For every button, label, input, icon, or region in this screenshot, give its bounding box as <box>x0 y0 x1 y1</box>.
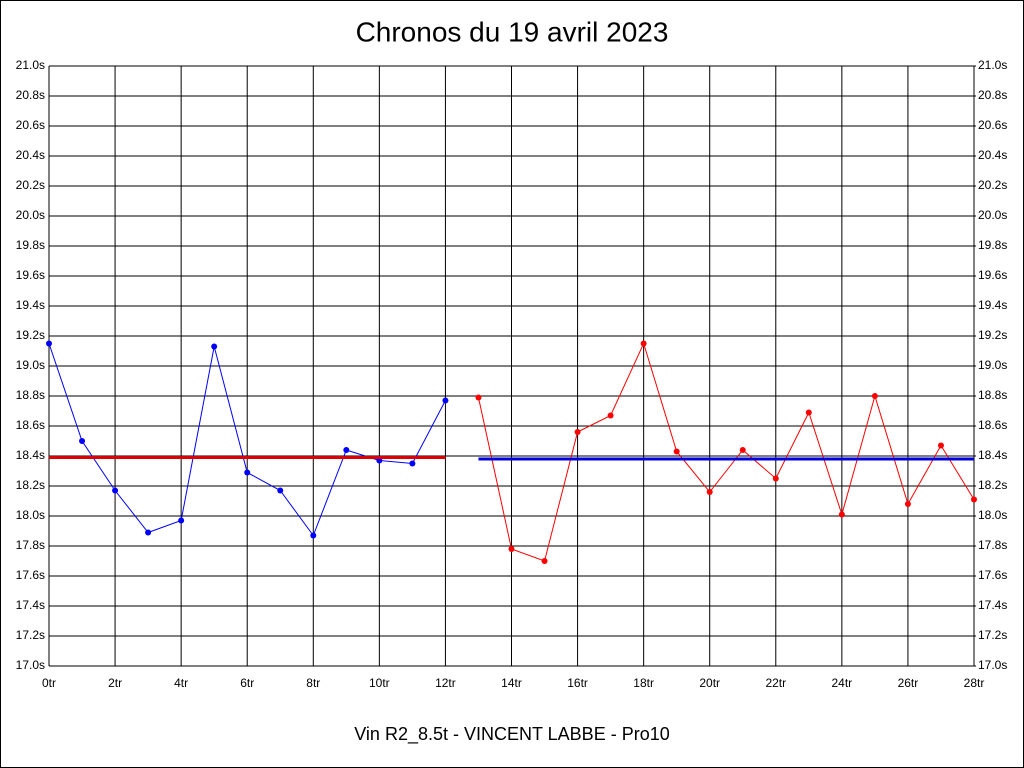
y2-tick-label: 19.4s <box>978 298 1007 312</box>
y2-tick-label: 19.8s <box>978 238 1007 252</box>
y2-tick-label: 18.2s <box>978 478 1007 492</box>
y-tick-label: 17.6s <box>16 568 45 582</box>
y-tick-label: 19.4s <box>16 298 45 312</box>
x-tick-label: 24tr <box>832 676 853 690</box>
y-tick-label: 17.0s <box>16 658 45 672</box>
y-tick-label: 17.4s <box>16 598 45 612</box>
y-tick-label: 18.0s <box>16 508 45 522</box>
point <box>277 487 284 494</box>
point <box>310 532 317 539</box>
y-tick-label: 19.6s <box>16 268 45 282</box>
y-tick-label: 19.8s <box>16 238 45 252</box>
point <box>112 487 119 494</box>
y-tick-label: 18.6s <box>16 418 45 432</box>
y-tick-label: 19.0s <box>16 358 45 372</box>
point <box>937 442 944 449</box>
point <box>343 447 350 453</box>
y2-tick-label: 21.0s <box>978 58 1007 72</box>
x-tick-label: 14tr <box>501 676 522 690</box>
point <box>706 489 713 495</box>
y2-tick-label: 20.6s <box>978 118 1007 132</box>
point <box>508 546 515 552</box>
y2-tick-label: 17.4s <box>978 598 1007 612</box>
point <box>772 475 779 482</box>
point <box>805 409 812 416</box>
y-tick-label: 21.0s <box>16 58 45 72</box>
y2-tick-label: 19.0s <box>978 358 1007 372</box>
x-tick-label: 28tr <box>964 676 985 690</box>
y-tick-label: 17.2s <box>16 628 45 642</box>
y2-tick-label: 20.8s <box>978 88 1007 102</box>
point <box>871 393 878 399</box>
point <box>739 447 746 453</box>
y2-tick-label: 17.0s <box>978 658 1007 672</box>
y2-tick-label: 19.2s <box>978 328 1007 342</box>
x-tick-label: 16tr <box>567 676 588 690</box>
y-tick-label: 20.4s <box>16 148 45 162</box>
point <box>475 394 482 401</box>
series-line <box>477 342 975 562</box>
y-tick-label: 17.8s <box>16 538 45 552</box>
x-tick-label: 20tr <box>699 676 720 690</box>
y2-tick-label: 18.6s <box>978 418 1007 432</box>
x-axis-label: Vin R2_8.5t - VINCENT LABBE - Pro10 <box>354 724 669 745</box>
x-tick-label: 6tr <box>240 676 254 690</box>
y-tick-label: 19.2s <box>16 328 45 342</box>
y2-tick-label: 18.8s <box>978 388 1007 402</box>
x-tick-label: 26tr <box>898 676 919 690</box>
y2-tick-label: 17.6s <box>978 568 1007 582</box>
y2-tick-label: 17.8s <box>978 538 1007 552</box>
y-tick-label: 20.2s <box>16 178 45 192</box>
x-tick-label: 0tr <box>42 676 56 690</box>
x-tick-label: 10tr <box>369 676 390 690</box>
point <box>79 438 86 444</box>
point <box>640 340 647 347</box>
point <box>838 511 845 518</box>
y2-tick-label: 20.2s <box>978 178 1007 192</box>
point <box>607 412 614 419</box>
point <box>971 496 977 503</box>
point <box>673 448 680 455</box>
y-tick-label: 18.4s <box>16 448 45 462</box>
x-tick-label: 22tr <box>765 676 786 690</box>
y2-tick-label: 20.4s <box>978 148 1007 162</box>
point <box>541 558 548 564</box>
x-tick-label: 18tr <box>633 676 654 690</box>
y-tick-label: 20.8s <box>16 88 45 102</box>
point <box>244 469 251 476</box>
y-tick-label: 18.8s <box>16 388 45 402</box>
point <box>904 501 911 507</box>
y2-tick-label: 17.2s <box>978 628 1007 642</box>
y-tick-label: 20.0s <box>16 208 45 222</box>
point <box>409 460 416 467</box>
x-tick-label: 12tr <box>435 676 456 690</box>
y2-tick-label: 19.6s <box>978 268 1007 282</box>
point <box>442 397 449 404</box>
chart-title: Chronos du 19 avril 2023 <box>356 16 669 47</box>
x-tick-label: 8tr <box>306 676 320 690</box>
y-tick-label: 20.6s <box>16 118 45 132</box>
y2-tick-label: 18.0s <box>978 508 1007 522</box>
y-tick-label: 18.2s <box>16 478 45 492</box>
point <box>574 429 581 435</box>
point <box>178 517 185 524</box>
x-tick-label: 4tr <box>174 676 188 690</box>
x-tick-label: 2tr <box>108 676 122 690</box>
y2-tick-label: 20.0s <box>978 208 1007 222</box>
point <box>46 340 52 347</box>
y2-tick-label: 18.4s <box>978 448 1007 462</box>
point <box>145 529 152 536</box>
point <box>211 343 218 350</box>
